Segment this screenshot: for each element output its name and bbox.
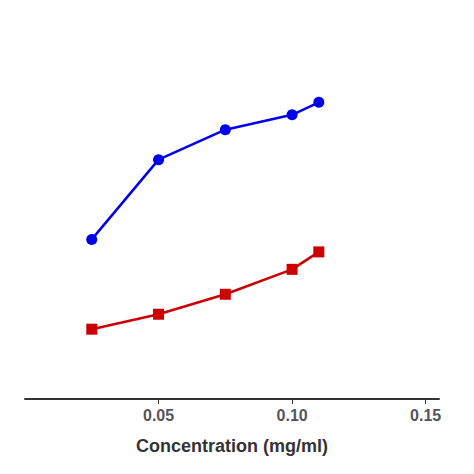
svg-text:0.15: 0.15 [410, 407, 441, 424]
svg-text:0.10: 0.10 [277, 407, 308, 424]
svg-text:Concentration (mg/ml): Concentration (mg/ml) [136, 436, 328, 456]
svg-text:0.05: 0.05 [143, 407, 174, 424]
